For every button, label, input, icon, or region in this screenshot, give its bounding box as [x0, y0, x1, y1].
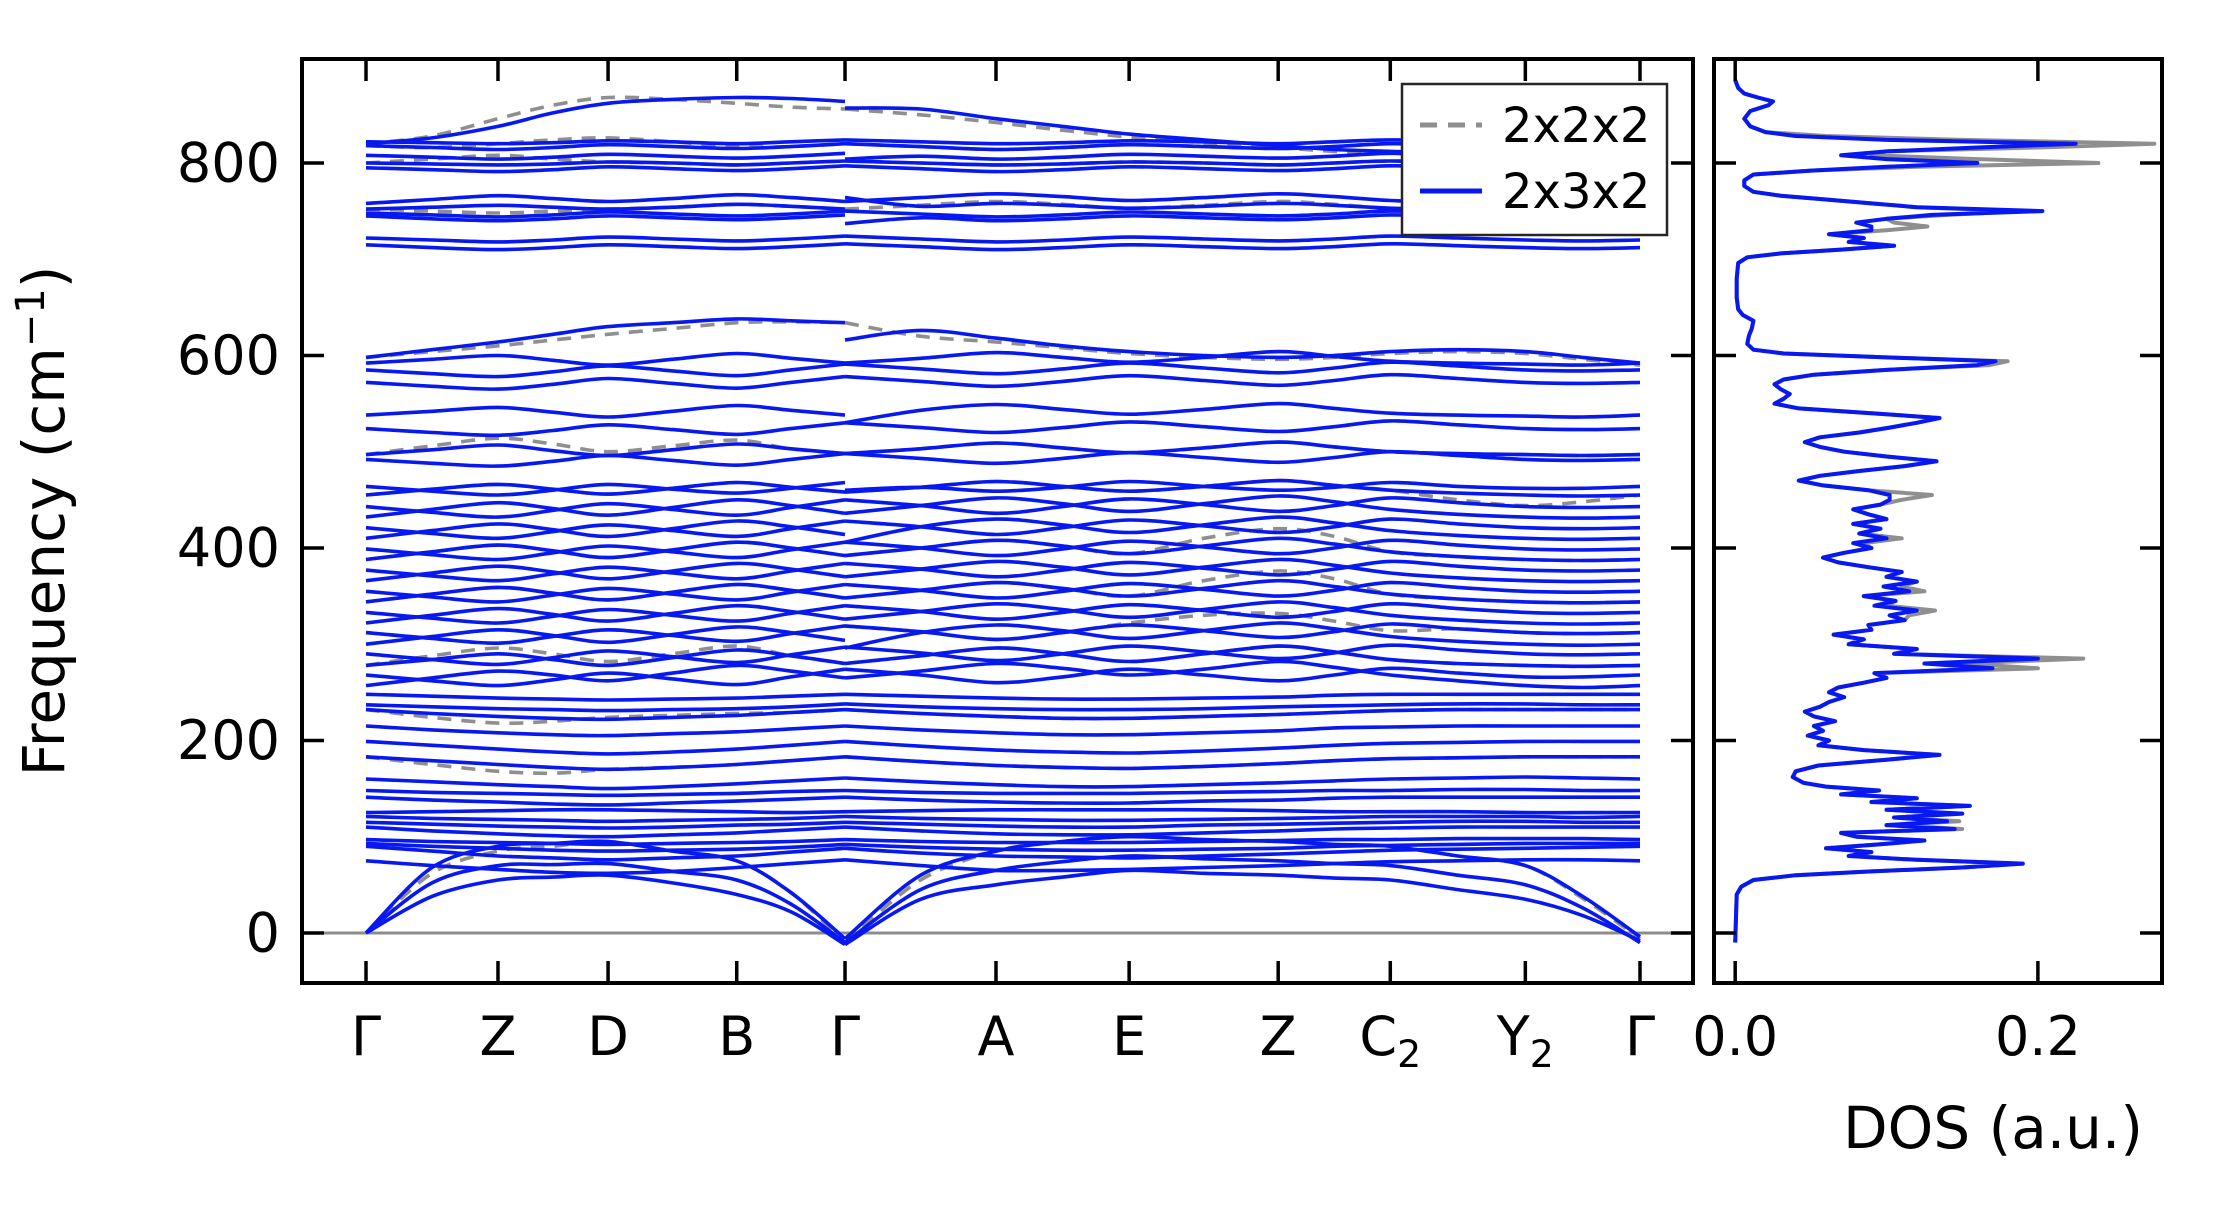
- y-tick-label: 600: [177, 324, 280, 387]
- k-point-label: Z: [1260, 1005, 1297, 1068]
- dos-tick-labels: 0.0 0.2: [1692, 1005, 2081, 1068]
- k-point-label: Γ: [1625, 1005, 1655, 1068]
- k-point-labels: Γ Z D B Γ A E Z C2 Y2 Γ: [351, 1005, 1655, 1076]
- legend-label: 2x2x2: [1502, 98, 1650, 154]
- legend-box: [1400, 82, 1669, 237]
- y-tick-labels: 0 200 400 600 800: [177, 131, 280, 964]
- dos-curve-2x3x2: [1733, 79, 2078, 943]
- y-tick-label: 400: [177, 516, 280, 579]
- k-point-label: Z: [479, 1005, 516, 1068]
- k-point-label: Γ: [830, 1005, 860, 1068]
- k-point-label: Y2: [1496, 1005, 1554, 1076]
- y-tick-label: 200: [177, 709, 280, 772]
- y-tick-label: 0: [246, 901, 280, 964]
- legend-label: 2x3x2: [1502, 164, 1650, 220]
- axis-ticks: [302, 59, 2162, 983]
- k-point-label: E: [1112, 1005, 1146, 1068]
- k-point-label: C2: [1359, 1005, 1421, 1076]
- k-point-label: A: [978, 1005, 1015, 1068]
- dos-tick-label: 0.2: [1995, 1005, 2081, 1068]
- y-axis-label: Frequency (cm−1): [8, 266, 78, 777]
- k-point-label: B: [718, 1005, 755, 1068]
- k-point-label: Γ: [351, 1005, 381, 1068]
- y-tick-label: 800: [177, 131, 280, 194]
- k-point-label: D: [587, 1005, 629, 1068]
- dos-panel-frame: [1712, 57, 2164, 985]
- dos-axis-label: DOS (a.u.): [1843, 1094, 2143, 1162]
- legend: 2x2x2 2x3x2: [1400, 82, 1669, 237]
- dos-tick-label: 0.0: [1692, 1005, 1778, 1068]
- dos-curves: [1733, 79, 2157, 943]
